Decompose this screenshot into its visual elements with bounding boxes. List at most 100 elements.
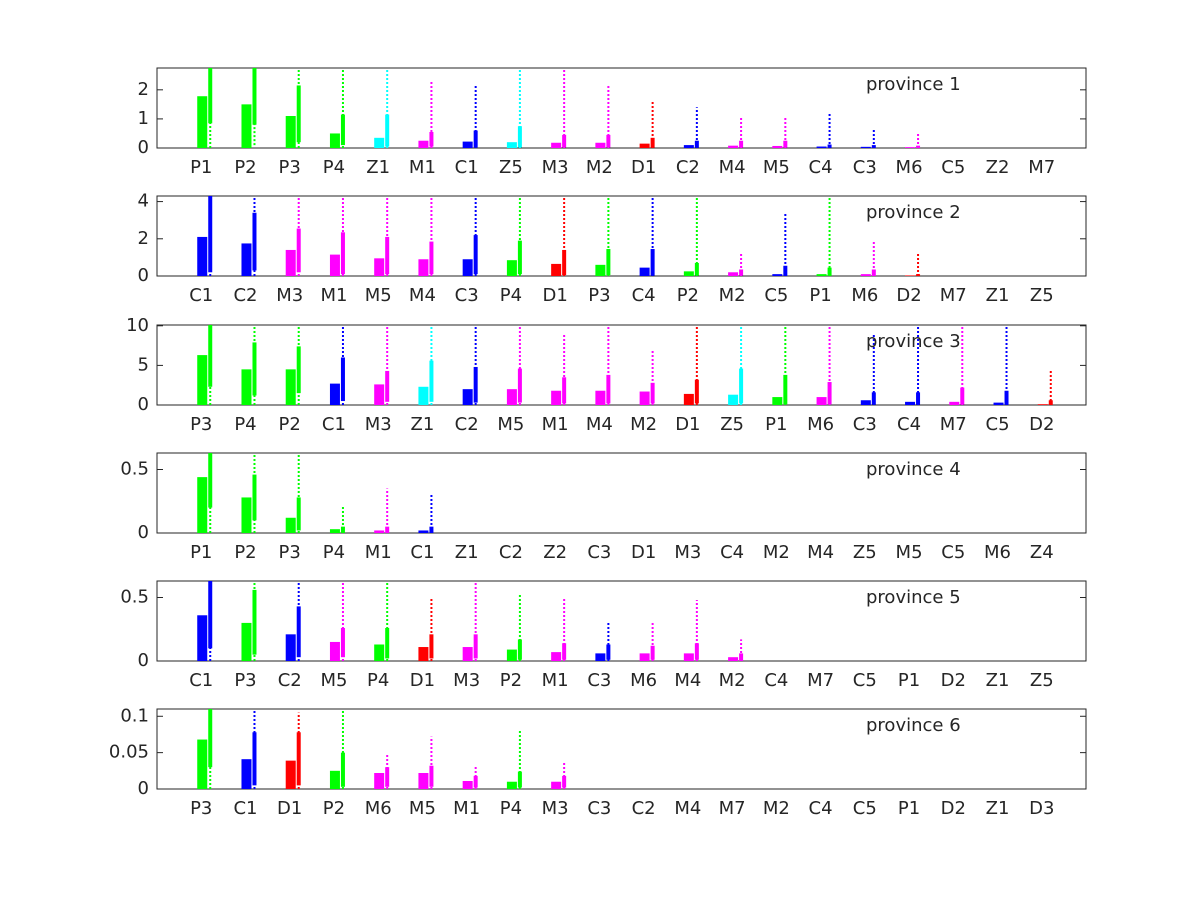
x-tick-label: Z1	[986, 798, 1010, 819]
bar	[329, 133, 340, 148]
x-tick-label: P2	[234, 157, 256, 178]
interval-box	[385, 236, 390, 275]
x-tick-label: D2	[941, 670, 966, 691]
interval-box	[340, 752, 345, 787]
bar	[816, 397, 827, 405]
interval-box	[208, 68, 213, 124]
x-tick-label: D2	[941, 798, 966, 819]
annotation: province 5	[866, 587, 961, 608]
interval-box	[296, 85, 301, 143]
axes-box	[156, 324, 1087, 406]
bar	[506, 142, 517, 148]
interval-box	[562, 377, 567, 404]
bar	[418, 386, 429, 405]
interval-box	[473, 235, 478, 275]
interval-box	[340, 232, 345, 275]
bar	[595, 142, 606, 148]
x-tick-label: C2	[499, 542, 523, 563]
bar	[285, 517, 296, 533]
y-tick-label: 4	[138, 191, 149, 212]
interval-box	[429, 132, 434, 147]
interval-box	[606, 644, 611, 660]
bar	[329, 529, 340, 533]
annotation: province 4	[866, 459, 961, 480]
x-tick-label: P1	[190, 157, 212, 178]
x-tick-label: M6	[807, 414, 834, 435]
x-tick-label: D1	[542, 285, 567, 306]
bar	[329, 383, 340, 405]
x-tick-label: C4	[764, 670, 788, 691]
bar	[551, 652, 562, 661]
bar	[949, 401, 960, 405]
bar	[683, 145, 694, 148]
interval-box	[916, 274, 921, 276]
x-tick-label: M3	[365, 414, 392, 435]
x-tick-label: M4	[719, 157, 746, 178]
interval-box	[650, 137, 655, 148]
bar	[374, 258, 385, 276]
x-tick-label: C4	[809, 798, 833, 819]
x-tick-label: Z5	[853, 542, 877, 563]
interval-box	[473, 634, 478, 659]
x-tick-label: C3	[455, 285, 479, 306]
interval-box	[1004, 390, 1009, 405]
interval-box	[252, 212, 257, 271]
x-tick-label: P4	[500, 798, 522, 819]
interval-box	[827, 144, 832, 148]
x-tick-label: C1	[189, 285, 213, 306]
x-tick-label: C5	[941, 157, 965, 178]
x-tick-label: C2	[233, 285, 257, 306]
y-tick-label: 0	[138, 394, 149, 415]
x-tick-label: M6	[984, 542, 1011, 563]
bar	[285, 760, 296, 789]
x-tick-label: M1	[320, 285, 347, 306]
bar	[683, 393, 694, 405]
interval-box	[694, 379, 699, 404]
interval-box	[606, 249, 611, 276]
interval-box	[252, 732, 257, 786]
y-tick-label: 0	[138, 137, 149, 158]
x-tick-label: M4	[586, 414, 613, 435]
interval-box	[296, 606, 301, 658]
bar	[551, 781, 562, 789]
x-tick-label: M6	[365, 798, 392, 819]
annotation: province 2	[866, 202, 961, 223]
bar	[418, 530, 429, 533]
y-tick-label: 0	[138, 650, 149, 671]
x-tick-label: P4	[500, 285, 522, 306]
interval-box	[871, 392, 876, 405]
bar	[595, 264, 606, 276]
axes-box	[156, 580, 1087, 662]
x-tick-label: P3	[190, 798, 212, 819]
bar	[418, 259, 429, 276]
x-tick-label: P2	[234, 542, 256, 563]
interval-box	[517, 771, 522, 788]
bar	[728, 394, 739, 405]
x-tick-label: M5	[763, 157, 790, 178]
bar	[728, 657, 739, 661]
bar	[683, 653, 694, 661]
x-tick-label: C4	[720, 542, 744, 563]
x-tick-label: Z1	[411, 414, 435, 435]
x-tick-label: Z5	[1030, 285, 1054, 306]
bar	[506, 260, 517, 276]
axes-box	[156, 708, 1087, 790]
x-tick-label: M2	[763, 542, 790, 563]
x-tick-label: P1	[898, 670, 920, 691]
interval-box	[208, 196, 213, 273]
bar	[197, 236, 208, 276]
interval-box	[385, 767, 390, 787]
bar	[462, 647, 473, 661]
x-tick-label: C2	[455, 414, 479, 435]
bar	[905, 147, 916, 148]
x-tick-label: M7	[807, 670, 834, 691]
interval-box	[827, 267, 832, 276]
bar	[506, 781, 517, 789]
interval-box	[650, 382, 655, 404]
interval-box	[296, 497, 301, 531]
x-tick-label: Z2	[543, 542, 567, 563]
interval-box	[340, 357, 345, 402]
x-tick-label: P1	[898, 798, 920, 819]
x-tick-label: P3	[190, 414, 212, 435]
interval-box	[296, 228, 301, 273]
